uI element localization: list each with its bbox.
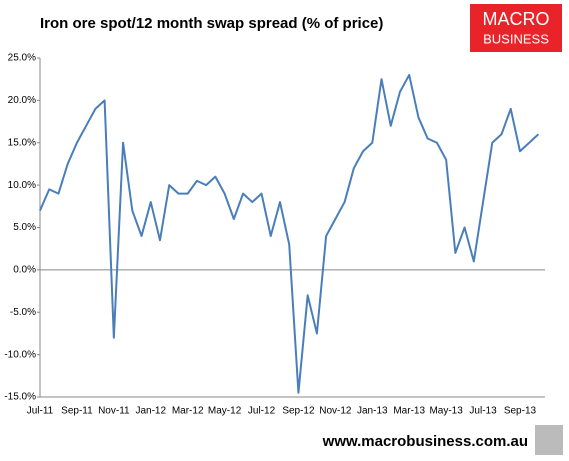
chart-title: Iron ore spot/12 month swap spread (% of… bbox=[40, 15, 383, 32]
logo-text: BUSINESS bbox=[483, 31, 549, 46]
x-tick-label: Sep-13 bbox=[504, 406, 537, 417]
x-tick-label: Jul-11 bbox=[27, 406, 54, 417]
y-tick-label: -15.0% bbox=[4, 392, 36, 403]
x-tick-label: Mar-12 bbox=[172, 406, 204, 417]
x-tick-label: Jan-13 bbox=[357, 406, 388, 417]
x-tick-label: Sep-11 bbox=[61, 406, 93, 417]
logo-text: MACRO bbox=[483, 9, 550, 29]
logo-box bbox=[470, 4, 562, 52]
y-tick-label: 15.0% bbox=[8, 137, 36, 148]
x-tick-label: Jan-12 bbox=[135, 406, 166, 417]
x-tick-label: Sep-12 bbox=[282, 406, 315, 417]
x-tick-label: May-12 bbox=[208, 406, 242, 417]
y-tick-label: -10.0% bbox=[4, 349, 36, 360]
y-tick-label: 25.0% bbox=[8, 53, 36, 64]
x-tick-label: Nov-11 bbox=[98, 406, 130, 417]
fox-icon bbox=[535, 425, 563, 455]
y-tick-label: 5.0% bbox=[13, 222, 36, 233]
x-tick-label: Mar-13 bbox=[393, 406, 425, 417]
x-tick-label: Jul-13 bbox=[469, 406, 497, 417]
x-tick-label: May-13 bbox=[429, 406, 463, 417]
y-tick-label: 10.0% bbox=[8, 180, 36, 191]
data-line bbox=[39, 73, 540, 394]
y-tick-label: 0.0% bbox=[13, 265, 36, 276]
x-tick-label: Jul-12 bbox=[248, 406, 276, 417]
y-tick-label: -5.0% bbox=[10, 307, 36, 318]
footer: www.macrobusiness.com.au bbox=[322, 433, 528, 450]
y-tick-label: 20.0% bbox=[8, 95, 36, 106]
x-tick-label: Nov-12 bbox=[319, 406, 352, 417]
